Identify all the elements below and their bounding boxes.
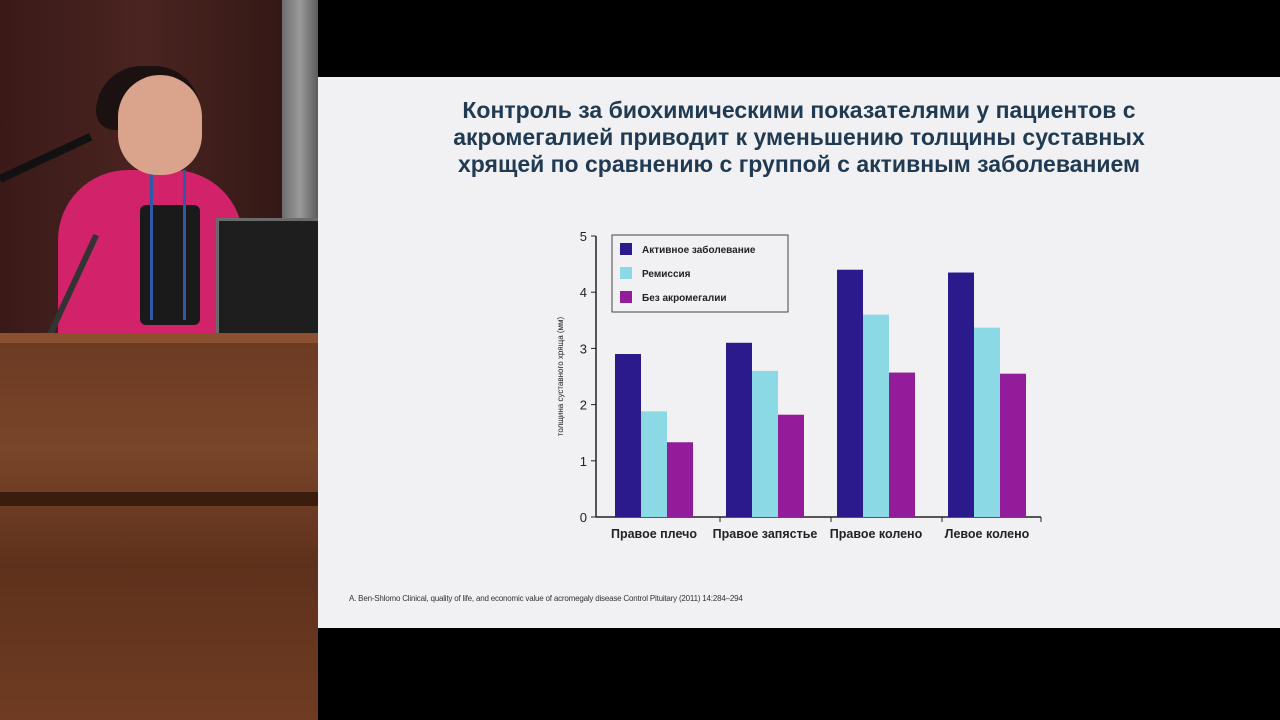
y-tick-label: 3 — [580, 341, 587, 356]
slide-title-line-2: акромегалией приводит к уменьшению толщи… — [453, 124, 1145, 150]
bar — [667, 442, 693, 517]
presentation-slide: Контроль за биохимическими показателями … — [318, 77, 1280, 628]
lanyard — [150, 170, 186, 320]
y-tick-label: 2 — [580, 398, 587, 413]
legend-swatch — [620, 267, 632, 279]
bar — [1000, 373, 1026, 517]
speaker-head — [118, 75, 202, 175]
y-tick-label: 5 — [580, 229, 587, 244]
bar — [837, 269, 863, 517]
slide-title-line-1: Контроль за биохимическими показателями … — [462, 97, 1136, 123]
x-tick-label: Правое плечо — [611, 527, 697, 541]
lectern-seam — [0, 492, 318, 506]
bar — [778, 414, 804, 517]
speaker-video-area — [0, 0, 318, 720]
x-tick-label: Правое колено — [830, 527, 923, 541]
lectern — [0, 333, 318, 720]
slide-title: Контроль за биохимическими показателями … — [318, 97, 1280, 178]
bar — [726, 342, 752, 517]
slide-title-line-3: хрящей по сравнению с группой с активным… — [457, 151, 1141, 177]
y-axis-label: толщина суставного хряща (мм) — [556, 316, 565, 436]
x-tick-label: Правое запястье — [713, 527, 818, 541]
bar — [641, 411, 667, 517]
lectern-top — [0, 333, 318, 343]
bar — [948, 272, 974, 517]
bar — [889, 372, 915, 517]
legend-swatch — [620, 291, 632, 303]
bar — [863, 314, 889, 517]
legend-label: Ремиссия — [642, 269, 691, 280]
legend-swatch — [620, 243, 632, 255]
y-tick-label: 1 — [580, 454, 587, 469]
bar-chart: 0 1 2 3 4 5 толщина суставного хряща (мм) Право… — [556, 229, 1042, 541]
legend-box — [611, 234, 789, 313]
y-tick-label: 4 — [580, 285, 587, 300]
x-tick-label: Левое колено — [945, 527, 1030, 541]
monitor — [216, 218, 318, 340]
citation: A. Ben-Shlomo Clinical, quality of life,… — [349, 594, 743, 603]
y-tick-label: 0 — [580, 510, 587, 525]
bar — [974, 327, 1000, 517]
legend-label: Активное заболевание — [642, 244, 756, 256]
bar — [752, 370, 778, 517]
bar — [615, 354, 641, 517]
legend-label: Без акромегалии — [642, 293, 726, 304]
